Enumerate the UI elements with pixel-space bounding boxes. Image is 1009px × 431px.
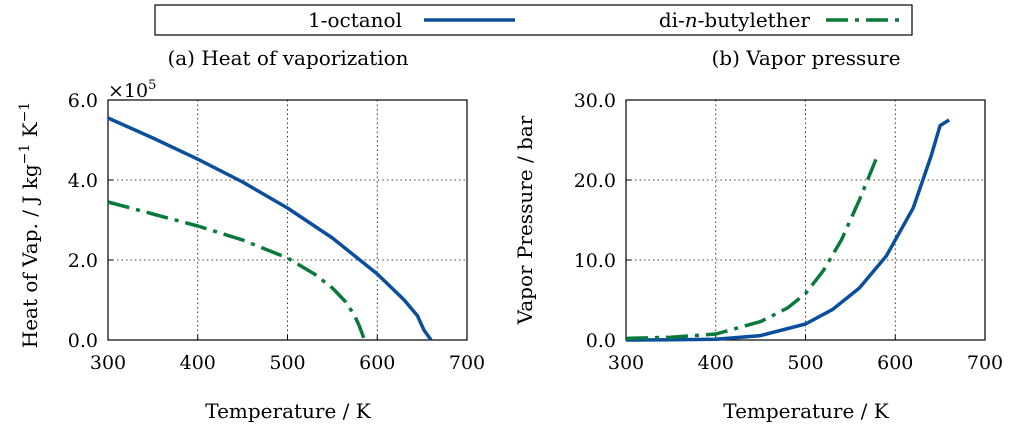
y-tick-label: 2.0 xyxy=(68,250,98,272)
x-tick-label: 600 xyxy=(359,352,395,374)
x-tick-label: 600 xyxy=(877,352,913,374)
x-tick-label: 400 xyxy=(698,352,734,374)
series-line-octanol xyxy=(625,118,951,342)
series-line-butylether xyxy=(107,200,366,339)
x-tick-label: 400 xyxy=(180,352,216,374)
x-tick-label: 300 xyxy=(90,352,126,374)
panel-a-plot: 300 400 500 600 700 0.0 2.0 4.0 6.0 xyxy=(68,90,485,374)
x-tick-label: 700 xyxy=(449,352,485,374)
panel-a-xlabel: Temperature / K xyxy=(205,399,371,423)
x-tick-label: 500 xyxy=(269,352,305,374)
x-tick-label: 700 xyxy=(967,352,1003,374)
y-tick-label: 0.0 xyxy=(586,330,616,352)
y-tick-label: 6.0 xyxy=(68,90,98,112)
panel-b-xlabel: Temperature / K xyxy=(723,399,889,423)
y-tick-label: 10.0 xyxy=(574,250,616,272)
y-tick-label: 30.0 xyxy=(574,90,616,112)
series-line-butylether xyxy=(625,155,879,341)
y-tick-label: 0.0 xyxy=(68,330,98,352)
panel-a-title: (a) Heat of vaporization xyxy=(167,46,408,70)
series-line-octanol xyxy=(107,116,433,342)
panel-b-ylabel: Vapor Pressure / bar xyxy=(513,115,537,325)
panel-a-ylabel: Heat of Vap. / J kg−1 K−1 xyxy=(17,102,42,348)
panel-a-multiplier: ×105 xyxy=(108,78,156,102)
legend: 1-octanol di-n-butylether xyxy=(154,4,913,36)
y-tick-label: 4.0 xyxy=(68,170,98,192)
panel-b-plot: 300 400 500 600 700 0.0 10.0 20.0 30.0 xyxy=(574,90,1003,374)
panel-b-title: (b) Vapor pressure xyxy=(711,46,900,70)
legend-label-octanol: 1-octanol xyxy=(308,8,402,32)
x-tick-label: 300 xyxy=(608,352,644,374)
legend-label-butylether: di-n-butylether xyxy=(659,8,811,32)
y-tick-label: 20.0 xyxy=(574,170,616,192)
x-tick-label: 500 xyxy=(787,352,823,374)
legend-frame xyxy=(154,4,913,36)
